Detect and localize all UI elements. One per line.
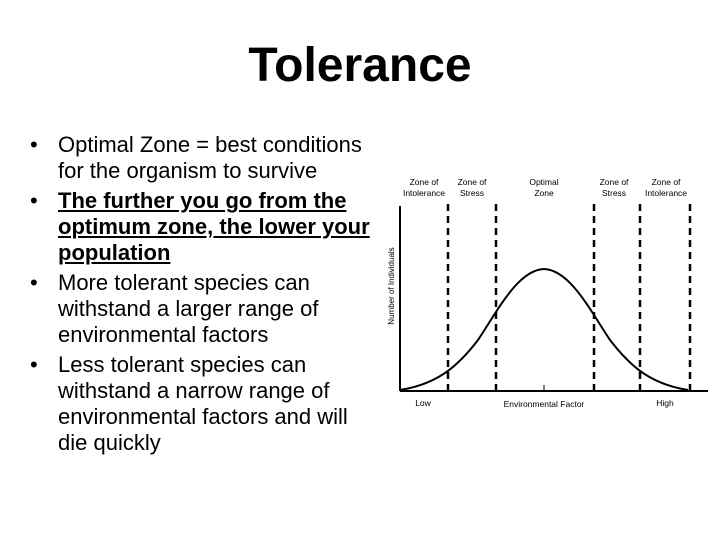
zone-label-stress-right-line1: Zone of — [600, 177, 629, 187]
bullet-text-emphasized: The further you go from the optimum zone… — [58, 188, 370, 265]
bullet-item-2: • The further you go from the optimum zon… — [28, 188, 380, 266]
zone-label-optimal-line2: Zone — [534, 188, 554, 198]
zone-label-intolerance-right-line2: Intolerance — [645, 188, 687, 198]
bullet-item-4: • Less tolerant species can withstand a n… — [28, 352, 380, 456]
bullet-dot: • — [30, 352, 38, 377]
bullet-dot: • — [30, 132, 38, 157]
bullet-text: Less tolerant species can withstand a na… — [58, 352, 348, 455]
zone-label-intolerance-right-line1: Zone of — [652, 177, 681, 187]
slide-title: Tolerance — [248, 39, 472, 92]
bullet-list: • Optimal Zone = best conditions for the … — [28, 132, 380, 460]
x-axis-high-label: High — [656, 398, 674, 408]
tolerance-bell-curve — [399, 267, 689, 391]
bullet-item-3: • More tolerant species can withstand a l… — [28, 270, 380, 348]
bullet-text: Optimal Zone = best conditions for the o… — [58, 132, 362, 183]
bullet-dot: • — [30, 270, 38, 295]
bullet-text: More tolerant species can withstand a la… — [58, 270, 319, 347]
zone-label-intolerance-left-line1: Zone of — [410, 177, 439, 187]
x-axis-low-label: Low — [415, 398, 431, 408]
zone-label-stress-right-line2: Stress — [602, 188, 626, 198]
zone-label-stress-left-line1: Zone of — [458, 177, 487, 187]
zone-label-intolerance-left-line2: Intolerance — [403, 188, 445, 198]
y-axis-label: Number of Individuals — [387, 247, 396, 324]
bullet-dot: • — [30, 188, 38, 213]
bullet-item-1: • Optimal Zone = best conditions for the … — [28, 132, 380, 184]
zone-label-optimal-line1: Optimal — [529, 177, 558, 187]
x-axis-label: Environmental Factor — [504, 399, 585, 409]
tolerance-curve-diagram: Zone of Intolerance Zone of Stress Optim… — [387, 177, 708, 409]
zone-label-stress-left-line2: Stress — [460, 188, 484, 198]
